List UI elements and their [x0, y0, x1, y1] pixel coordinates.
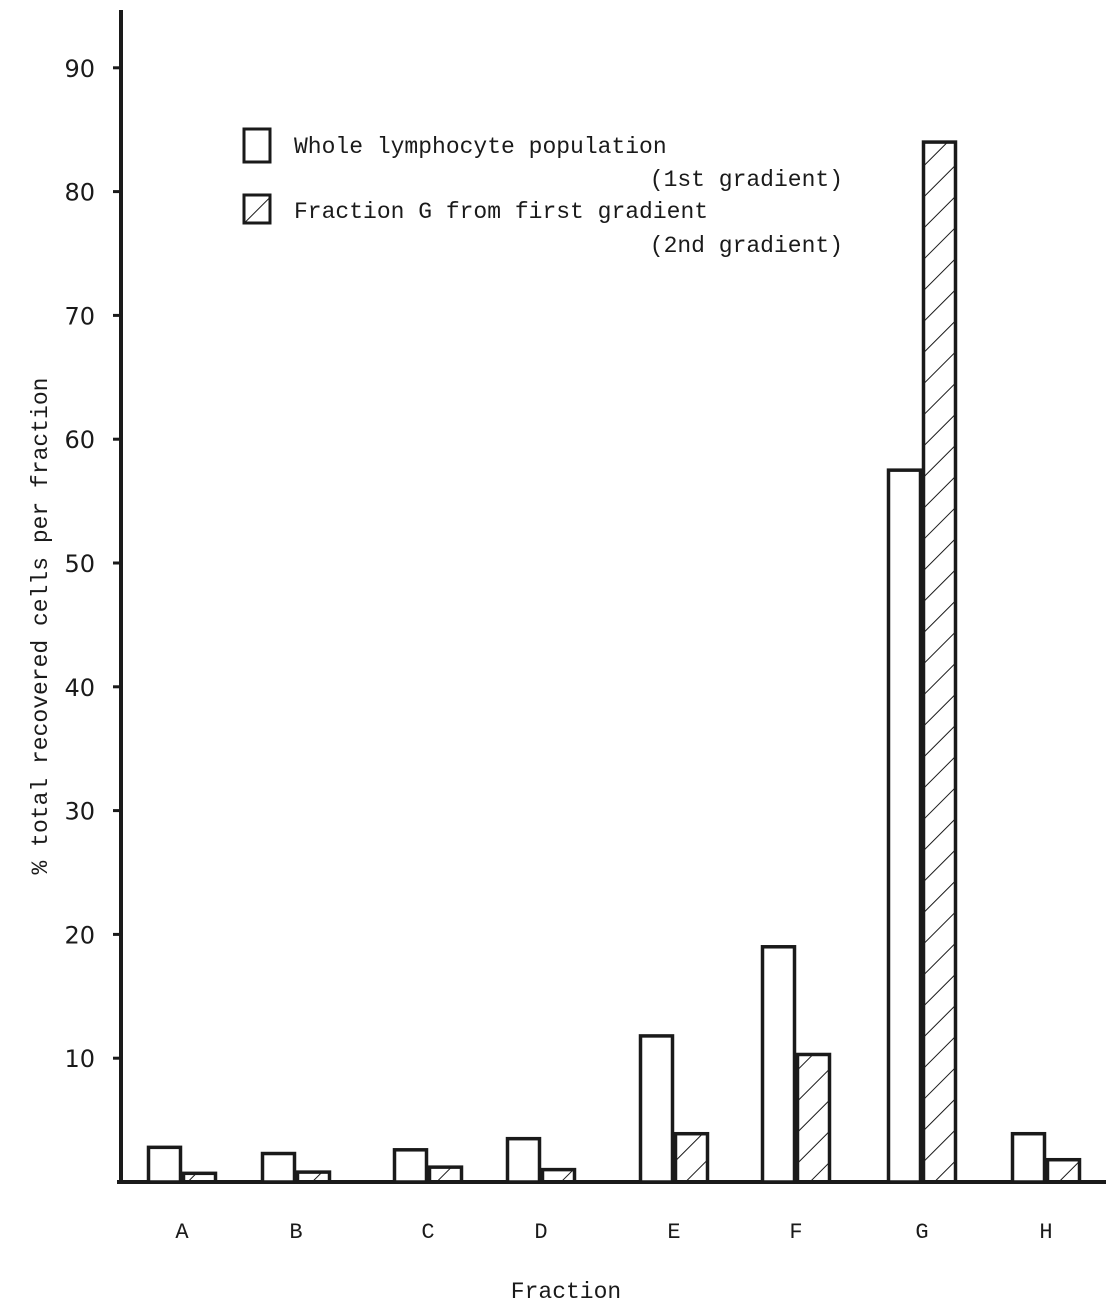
- legend-sublabel-series-2: (2nd gradient): [650, 233, 843, 259]
- bar-whole-population-G: [886, 468, 923, 1184]
- legend-label-series-2: Fraction G from first gradient: [294, 199, 708, 225]
- y-tick-label: 90: [64, 55, 95, 83]
- bars: [146, 140, 1082, 1184]
- y-axis-title: % total recovered cells per fraction: [28, 378, 54, 875]
- x-tick-label: E: [667, 1220, 680, 1245]
- bar-whole-population-C: [392, 1148, 429, 1184]
- bar-fraction-g-C: [427, 1165, 464, 1184]
- bar-whole-population-H: [1010, 1131, 1047, 1184]
- bar-fraction-g-E: [673, 1131, 710, 1184]
- y-ticks: 10 20 30 40 50 60 70 80 90: [64, 55, 121, 1073]
- legend: Whole lymphocyte population (1st gradien…: [242, 127, 843, 259]
- bar-fraction-g-B: [295, 1170, 332, 1184]
- y-tick-label: 50: [64, 550, 95, 578]
- legend-swatch-open: [242, 127, 272, 164]
- y-tick-label: 80: [64, 179, 95, 207]
- x-tick-label: H: [1039, 1220, 1052, 1245]
- y-tick-label: 60: [64, 426, 95, 454]
- bar-whole-population-F: [760, 945, 797, 1184]
- y-tick-label: 70: [64, 302, 95, 330]
- y-tick-label: 40: [64, 674, 95, 702]
- bar-whole-population-B: [260, 1151, 297, 1184]
- legend-label-series-1: Whole lymphocyte population: [294, 134, 667, 160]
- x-tick-label: G: [915, 1220, 928, 1245]
- bar-whole-population-D: [505, 1136, 542, 1184]
- bar-fraction-g-F: [795, 1052, 832, 1184]
- y-tick-label: 30: [64, 798, 95, 826]
- bar-fraction-g-A: [181, 1171, 218, 1184]
- bar-fraction-g-G: [921, 140, 958, 1184]
- legend-sublabel-series-1: (1st gradient): [650, 167, 843, 193]
- x-axis-title: Fraction: [511, 1279, 621, 1305]
- bar-fraction-g-H: [1045, 1157, 1082, 1184]
- y-tick-label: 20: [64, 921, 95, 949]
- category-labels: A B C D E F G H: [175, 1220, 1052, 1245]
- x-tick-label: B: [289, 1220, 302, 1245]
- bar-whole-population-A: [146, 1145, 183, 1184]
- x-tick-label: D: [534, 1220, 547, 1245]
- legend-swatch-hatched: [242, 193, 272, 225]
- x-tick-label: C: [421, 1220, 434, 1245]
- y-tick-label: 10: [64, 1045, 95, 1073]
- bar-whole-population-E: [638, 1034, 675, 1184]
- x-tick-label: F: [789, 1220, 802, 1245]
- bar-fraction-g-D: [540, 1167, 577, 1184]
- x-tick-label: A: [175, 1220, 189, 1245]
